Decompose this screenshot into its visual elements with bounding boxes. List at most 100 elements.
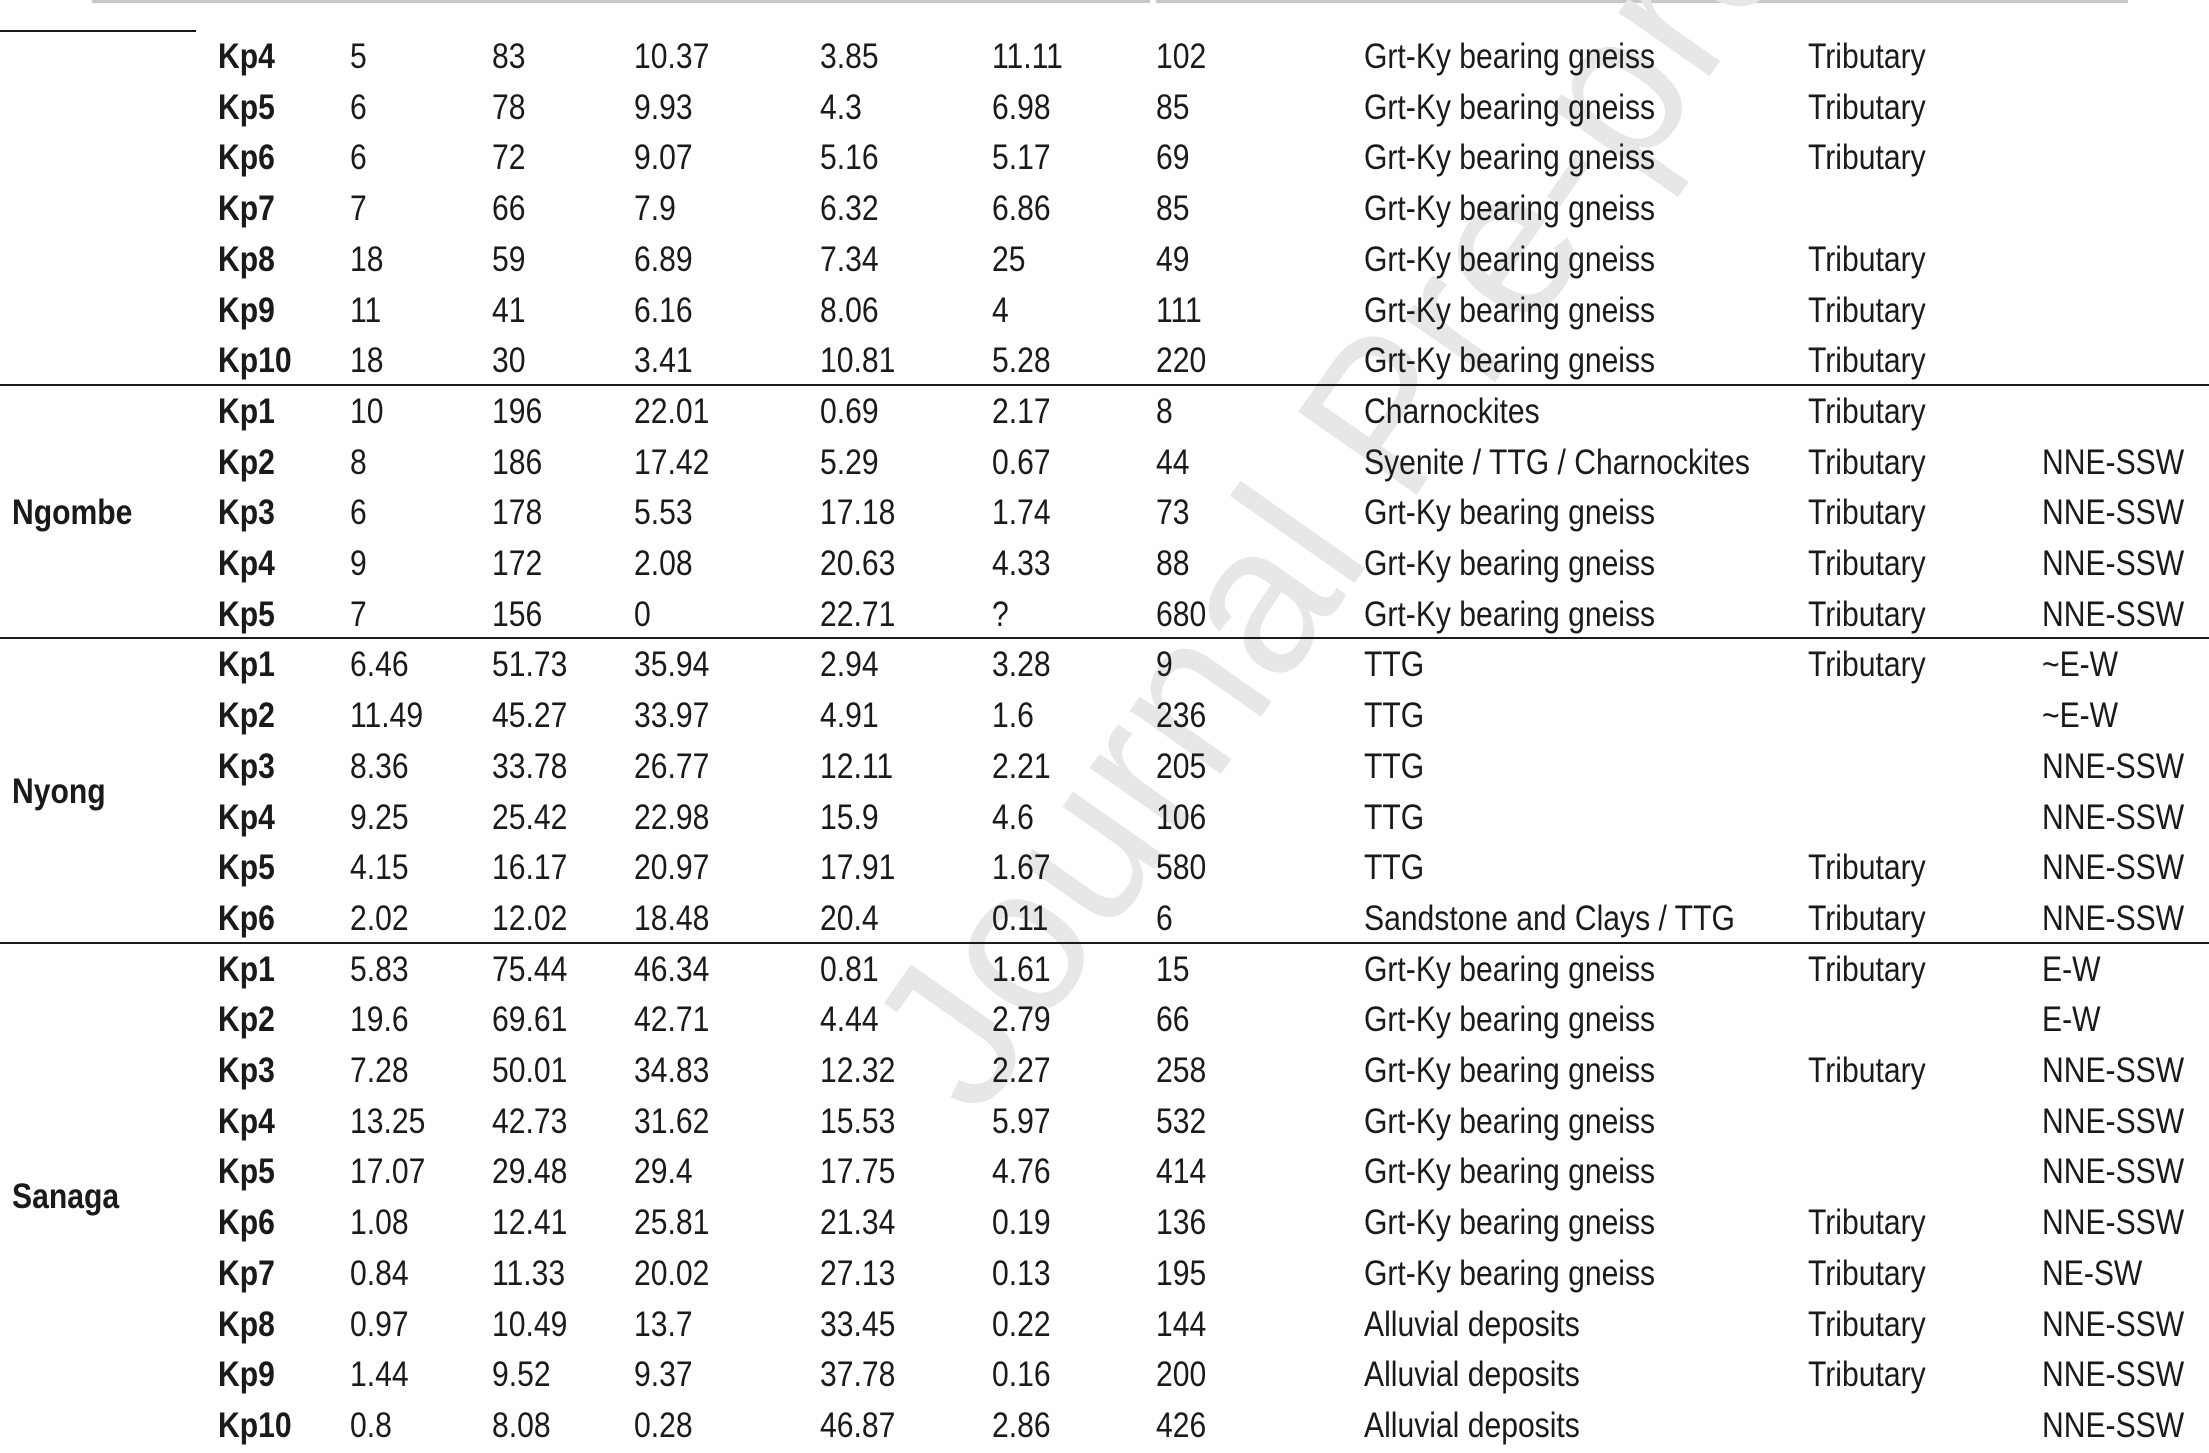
value-col-6: 106 <box>1156 797 1207 837</box>
row-id: Kp1 <box>218 645 275 685</box>
table-row: Kp7 7 66 7.9 6.32 6.86 85 Grt-Ky bearing gneiss <box>0 183 2209 234</box>
value-col-2: 51.73 <box>492 645 568 685</box>
value-col-1: 6 <box>350 87 367 127</box>
value-col-2: 50.01 <box>492 1051 568 1090</box>
row-id: Kp7 <box>218 189 275 229</box>
direction-cell: ~E-W <box>2042 645 2119 685</box>
table-row: Kp5 7 156 0 22.71? 680 Grt-Ky bearing gneiss Tr… <box>0 589 2209 640</box>
value-col-6: 88 <box>1156 544 1190 583</box>
lithology-cell: Alluvial deposits <box>1364 1355 1580 1395</box>
value-col-5: 0.22 <box>992 1304 1051 1344</box>
lithology-cell: TTG <box>1364 797 1425 837</box>
value-col-1: 8.36 <box>350 746 409 786</box>
value-col-4: 37.78 <box>820 1355 896 1395</box>
value-col-1: 18 <box>350 239 384 279</box>
type-cell: Tributary <box>1808 493 1926 533</box>
type-cell: Tributary <box>1808 1304 1926 1344</box>
value-col-5: 4.76 <box>992 1152 1051 1192</box>
value-col-2: 156 <box>492 594 543 634</box>
row-id: Kp5 <box>218 594 275 634</box>
group-name: Ngombe <box>12 492 133 532</box>
value-col-5: 2.86 <box>992 1405 1051 1445</box>
value-col-6: 200 <box>1156 1355 1207 1395</box>
value-col-4: 21.34 <box>820 1203 896 1243</box>
value-col-3: 6.89 <box>634 239 693 279</box>
header-rule-left <box>92 0 1150 3</box>
value-col-2: 9.52 <box>492 1355 551 1395</box>
value-col-2: 69.61 <box>492 1000 568 1040</box>
group-name: Nyong <box>12 771 106 811</box>
value-col-2: 45.27 <box>492 696 568 736</box>
row-id: Kp9 <box>218 1355 275 1395</box>
row-id: Kp2 <box>218 1000 275 1040</box>
value-col-2: 42.73 <box>492 1101 568 1141</box>
row-id: Kp6 <box>218 1203 275 1243</box>
type-cell: Tributary <box>1808 442 1926 482</box>
row-id: Kp7 <box>218 1253 275 1293</box>
type-cell: Tributary <box>1808 1253 1926 1293</box>
value-col-5: 3.28 <box>992 645 1051 685</box>
lithology-cell: Grt-Ky bearing gneiss <box>1364 138 1656 178</box>
row-id: Kp9 <box>218 290 275 330</box>
value-col-5: ? <box>992 594 1009 634</box>
table-row: Kp4 5 83 10.37 3.85 11.11 102 Grt-Ky bearing gn… <box>0 31 2209 82</box>
type-cell: Tributary <box>1808 87 1926 127</box>
value-col-4: 4.44 <box>820 1000 879 1040</box>
type-cell: Tributary <box>1808 1203 1926 1243</box>
value-col-4: 5.29 <box>820 442 879 482</box>
value-col-3: 5.53 <box>634 493 693 533</box>
value-col-3: 46.34 <box>634 949 710 989</box>
value-col-2: 41 <box>492 290 526 330</box>
row-id: Kp3 <box>218 493 275 533</box>
value-col-3: 13.7 <box>634 1304 693 1344</box>
lithology-cell: Grt-Ky bearing gneiss <box>1364 1253 1656 1293</box>
value-col-4: 27.13 <box>820 1253 896 1293</box>
value-col-2: 75.44 <box>492 949 568 989</box>
value-col-1: 8 <box>350 442 367 482</box>
value-col-5: 5.28 <box>992 341 1051 381</box>
value-col-5: 11.11 <box>992 37 1063 76</box>
table-row: Kp5 6 78 9.93 4.3 6.98 85 Grt-Ky bearing gneiss… <box>0 82 2209 133</box>
value-col-1: 6 <box>350 138 367 178</box>
row-id: Kp4 <box>218 797 275 837</box>
value-col-5: 0.19 <box>992 1203 1051 1243</box>
table-row: Kp1 6.46 51.73 35.94 2.94 3.28 9 TTG Tributary ~E… <box>0 639 2209 690</box>
type-cell: Tributary <box>1808 949 1926 989</box>
value-col-6: 258 <box>1156 1051 1207 1090</box>
value-col-3: 9.07 <box>634 138 693 178</box>
value-col-4: 33.45 <box>820 1304 896 1344</box>
direction-cell: E-W <box>2042 1000 2101 1040</box>
table-row: Kp1 5.83 75.44 46.34 0.81 1.61 15 Grt-Ky bearin… <box>0 944 2209 995</box>
value-col-6: 6 <box>1156 898 1173 938</box>
direction-cell: NNE-SSW <box>2042 848 2185 888</box>
value-col-6: 66 <box>1156 1000 1190 1040</box>
value-col-1: 9.25 <box>350 797 409 837</box>
value-col-2: 30 <box>492 341 526 381</box>
value-col-6: 426 <box>1156 1405 1207 1445</box>
table-row: Kp6 1.08 12.41 25.81 21.34 0.19 136 Grt-Ky bear… <box>0 1197 2209 1248</box>
value-col-5: 1.61 <box>992 949 1051 989</box>
value-col-1: 7.28 <box>350 1051 409 1090</box>
value-col-2: 72 <box>492 138 526 178</box>
group-divider <box>0 383 2209 386</box>
table-row: Kp5 4.15 16.17 20.97 17.91 1.67 580 TTG Tributar… <box>0 842 2209 893</box>
value-col-6: 414 <box>1156 1152 1207 1192</box>
value-col-6: 9 <box>1156 645 1173 685</box>
value-col-1: 1.08 <box>350 1203 409 1243</box>
type-cell: Tributary <box>1808 544 1926 583</box>
value-col-3: 7.9 <box>634 189 676 229</box>
direction-cell: NNE-SSW <box>2042 442 2185 482</box>
value-col-6: 136 <box>1156 1203 1207 1243</box>
direction-cell: NNE-SSW <box>2042 1405 2185 1445</box>
type-cell: Tributary <box>1808 1355 1926 1395</box>
lithology-cell: Alluvial deposits <box>1364 1304 1580 1344</box>
value-col-6: 220 <box>1156 341 1207 381</box>
value-col-6: 69 <box>1156 138 1190 178</box>
row-id: Kp5 <box>218 87 275 127</box>
value-col-1: 6.46 <box>350 645 409 685</box>
value-col-4: 4.91 <box>820 696 879 736</box>
type-cell: Tributary <box>1808 341 1926 381</box>
value-col-3: 10.37 <box>634 37 710 76</box>
value-col-3: 20.02 <box>634 1253 710 1293</box>
row-id: Kp6 <box>218 138 275 178</box>
